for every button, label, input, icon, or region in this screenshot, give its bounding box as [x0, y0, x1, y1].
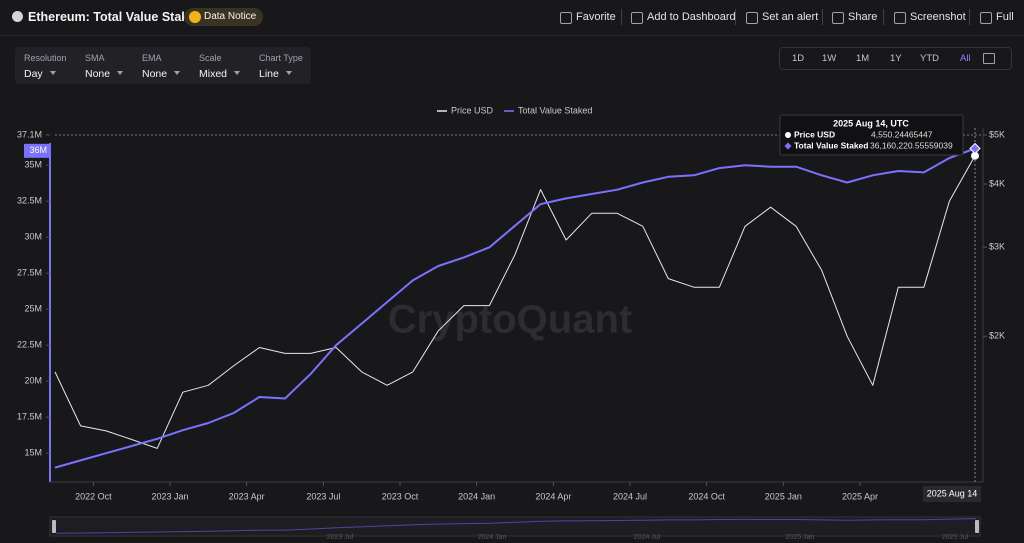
control-value: Line	[259, 68, 303, 80]
controls: Resolution Day SMA None EMA None Scale Mixed…	[15, 47, 311, 84]
control-value: Mixed	[199, 68, 240, 80]
tooltip-name: Total Value Staked	[794, 140, 868, 150]
navigator	[49, 516, 981, 537]
range-button[interactable]: 1Y	[890, 53, 902, 64]
y-tick-label: 27.5M	[17, 268, 42, 278]
tooltip-dot	[785, 132, 791, 138]
range-button[interactable]: YTD	[920, 53, 939, 64]
x-tick-label: 2025 Jan	[765, 491, 802, 501]
y2-tick-label: $3K	[989, 242, 1005, 252]
share-button[interactable]: Share	[831, 11, 878, 24]
navigator-handle[interactable]	[52, 520, 56, 533]
y-tick-label: 32.5M	[17, 196, 42, 206]
screenshot-button[interactable]: Screenshot	[894, 11, 966, 24]
navigator-label: 2025 Jan	[786, 534, 815, 541]
staked-marker	[969, 142, 981, 155]
y2-tick-label: $5K	[989, 129, 1005, 139]
y2-tick-label: $2K	[989, 331, 1005, 341]
control-label: SMA	[85, 53, 105, 63]
data-notice[interactable]: Data Notice	[184, 8, 264, 26]
range-button[interactable]: 1W	[822, 53, 837, 64]
x-tick-label: 2025 Apr	[842, 491, 878, 501]
control-label: EMA	[142, 53, 162, 63]
control[interactable]: Chart Type Line	[259, 53, 303, 80]
x-tick-label: 2024 Jul	[613, 491, 647, 501]
control[interactable]: Resolution Day	[24, 53, 67, 80]
crosshair-y-label: 36M	[29, 145, 47, 155]
navigator-line	[55, 518, 977, 534]
chart-title: Ethereum: Total Value Staked	[28, 10, 203, 24]
control-label: Chart Type	[259, 53, 303, 63]
tooltip-value: 4,550.24465447	[871, 129, 933, 139]
control-label: Scale	[199, 53, 222, 63]
separator	[969, 9, 970, 25]
crosshair-y-box	[24, 143, 50, 158]
favorite-button[interactable]: Favorite	[560, 11, 616, 24]
crosshair-x-box	[923, 486, 981, 502]
x-tick-label: 2023 Oct	[382, 491, 419, 501]
staked-line	[54, 147, 976, 469]
tooltip-value: 36,160,220.55559039	[870, 140, 953, 150]
control[interactable]: Scale Mixed	[199, 53, 240, 80]
y-tick-label: 17.5M	[17, 412, 42, 422]
y-tick-label: 20M	[24, 376, 42, 386]
range-selector: 1D 1W 1M 1Y YTD All	[779, 47, 1012, 70]
range-button[interactable]: 1M	[856, 53, 870, 64]
tooltip	[779, 114, 964, 156]
add-dashboard-button[interactable]: Add to Dashboard	[631, 11, 736, 24]
legend-label: Total Value Staked	[518, 105, 592, 115]
legend-label: Price USD	[451, 105, 494, 115]
control-label: Resolution	[24, 53, 67, 63]
y-tick-label: 30M	[24, 232, 42, 242]
calendar-button[interactable]	[983, 53, 995, 64]
y2-tick-label: $4K	[989, 178, 1005, 188]
navigator-label: 2024 Jul	[634, 534, 661, 541]
range-button[interactable]: 1D	[792, 53, 805, 64]
range-button[interactable]: All	[960, 53, 971, 64]
y-tick-label: 35M	[24, 160, 42, 170]
header: Ethereum: Total Value Staked Data Notice…	[0, 0, 1024, 36]
y-tick-label: 22.5M	[17, 340, 42, 350]
alert-button[interactable]: Set an alert	[745, 11, 819, 24]
navigator-handle[interactable]	[975, 520, 979, 533]
chart: CryptoQuant 15M 17.5M 20M 22.5M 25M 27.5M 30M 3…	[17, 105, 1005, 541]
navigator-label: 2023 Jul	[327, 534, 354, 541]
tooltip-dot	[784, 142, 792, 150]
crosshair-x-label: 2025 Aug 14	[927, 488, 978, 498]
x-tick-label: 2022 Oct	[75, 491, 112, 501]
price-marker	[971, 151, 979, 160]
control-value: None	[85, 68, 123, 80]
y-tick-label: 37.1M	[17, 129, 42, 139]
control-value: None	[142, 68, 180, 80]
asset-icon	[12, 11, 23, 22]
x-tick-label: 2023 Apr	[229, 491, 265, 501]
y-tick-label: 25M	[24, 304, 42, 314]
x-tick-label: 2023 Jul	[306, 491, 340, 501]
tooltip-title: 2025 Aug 14, UTC	[833, 118, 909, 128]
separator	[883, 9, 884, 25]
x-tick-label: 2024 Jan	[458, 491, 495, 501]
x-tick-label: 2023 Jan	[151, 491, 188, 501]
navigator-label: 2024 Jan	[478, 534, 507, 541]
x-tick-label: 2024 Oct	[688, 491, 725, 501]
price-line	[54, 155, 976, 449]
watermark: CryptoQuant	[388, 298, 632, 342]
tooltip-name: Price USD	[794, 129, 835, 139]
separator	[735, 9, 736, 25]
control[interactable]: EMA None	[142, 53, 180, 80]
fullscreen-button[interactable]: Full	[980, 11, 1014, 24]
control-value: Day	[24, 68, 67, 80]
control[interactable]: SMA None	[85, 53, 123, 80]
separator	[822, 9, 823, 25]
navigator-label: 2025 Jul	[942, 534, 969, 541]
separator	[621, 9, 622, 25]
y-tick-label: 15M	[24, 448, 42, 458]
x-tick-label: 2024 Apr	[535, 491, 571, 501]
